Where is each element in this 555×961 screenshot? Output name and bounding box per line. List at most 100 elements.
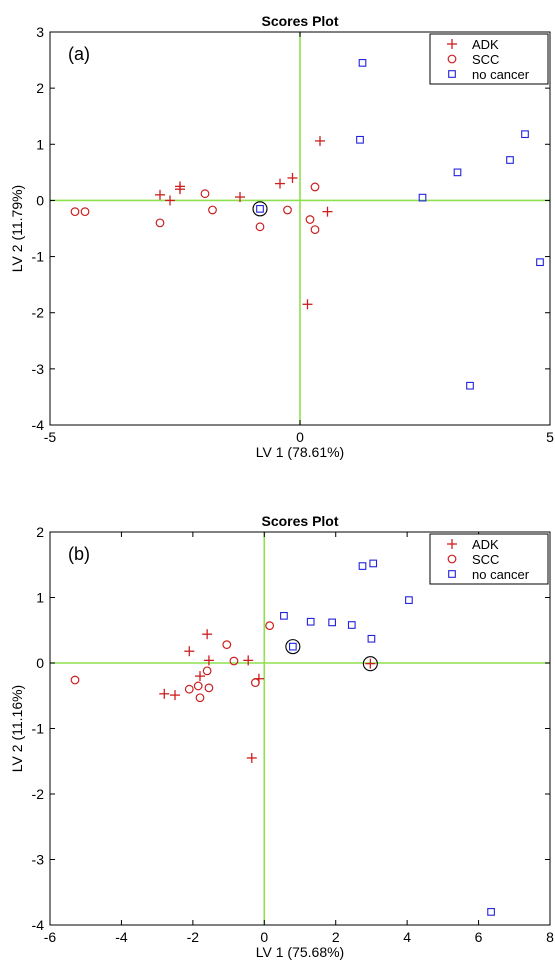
data-point (406, 597, 413, 604)
data-point (194, 682, 202, 690)
y-tick-label: 0 (36, 655, 44, 671)
panel-label: (b) (68, 544, 90, 564)
data-point (175, 181, 185, 191)
data-point (348, 622, 355, 629)
y-tick-label: -3 (32, 852, 45, 868)
data-point (155, 190, 165, 200)
data-point (329, 619, 336, 626)
y-tick-label: -2 (32, 305, 45, 321)
y-tick-label: -1 (32, 721, 45, 737)
x-tick-label: 0 (296, 429, 304, 445)
data-point (257, 206, 264, 213)
data-point (467, 382, 474, 389)
data-point (323, 207, 333, 217)
series-adk (159, 629, 375, 763)
y-axis-label: LV 2 (11.79%) (9, 185, 25, 272)
x-tick-label: 2 (332, 929, 340, 945)
y-axis-label: LV 2 (11.16%) (9, 685, 25, 772)
data-point (359, 60, 366, 67)
data-point (71, 676, 79, 684)
y-tick-label: 1 (36, 590, 44, 606)
data-point (537, 259, 544, 266)
x-axis-label: LV 1 (75.68%) (256, 944, 344, 960)
legend-label: no cancer (472, 67, 530, 82)
x-tick-label: 8 (546, 929, 554, 945)
y-tick-label: 2 (36, 524, 44, 540)
data-point (311, 183, 319, 191)
data-point (247, 753, 257, 763)
data-point (202, 629, 212, 639)
data-point (290, 643, 297, 650)
y-tick-label: 0 (36, 192, 44, 208)
data-point (281, 613, 288, 620)
legend-label: ADK (472, 37, 499, 52)
x-tick-label: 6 (475, 929, 483, 945)
y-tick-label: -4 (32, 417, 45, 433)
data-point (201, 190, 209, 198)
x-tick-label: -2 (187, 929, 200, 945)
y-tick-label: 3 (36, 24, 44, 40)
x-tick-label: 4 (403, 929, 411, 945)
legend-label: SCC (472, 52, 499, 67)
data-point (243, 655, 253, 665)
series-adk (155, 136, 333, 309)
data-point (204, 655, 214, 665)
data-point (311, 226, 319, 234)
highlight-circle (253, 202, 267, 216)
chart-panel-a: Scores Plot -5 0 5 -4 -3 -2 -1 0 1 2 3 LV 1 (78.61%)… (9, 13, 554, 460)
legend-label: ADK (472, 537, 499, 552)
data-point (522, 131, 529, 138)
y-tick-label: 2 (36, 80, 44, 96)
data-point (223, 641, 231, 649)
data-point (288, 173, 298, 183)
data-point (159, 689, 169, 699)
data-point (315, 136, 325, 146)
x-axis-label: LV 1 (78.61%) (256, 444, 344, 460)
series-scc (71, 622, 273, 702)
highlight-circle (286, 640, 300, 654)
data-point (256, 223, 264, 231)
panel-label: (a) (68, 44, 90, 64)
data-point (303, 299, 313, 309)
data-point (196, 694, 204, 702)
data-point (488, 909, 495, 916)
data-point (359, 563, 366, 570)
data-point (275, 179, 285, 189)
data-point (184, 646, 194, 656)
data-point (357, 136, 364, 143)
x-tick-label: -4 (115, 929, 128, 945)
y-tick-label: -1 (32, 249, 45, 265)
data-point (203, 667, 211, 675)
x-tick-label: -5 (44, 429, 57, 445)
data-point (165, 195, 175, 205)
series-no-cancer (281, 560, 495, 915)
data-point (368, 635, 375, 642)
data-point (454, 169, 461, 176)
data-point (307, 618, 314, 625)
chart-title: Scores Plot (261, 513, 338, 529)
data-point (365, 659, 375, 669)
data-point (71, 208, 79, 216)
data-point (284, 206, 292, 214)
data-point (266, 622, 274, 630)
x-tick-label: 0 (260, 929, 268, 945)
x-tick-label: 5 (546, 429, 554, 445)
chart-title: Scores Plot (261, 13, 338, 29)
data-point (156, 219, 164, 227)
data-point (209, 206, 217, 214)
legend-label: SCC (472, 552, 499, 567)
legend-label: no cancer (472, 567, 530, 582)
data-point (252, 679, 260, 687)
plot-frame (50, 532, 550, 925)
y-tick-label: -4 (32, 917, 45, 933)
data-point (306, 216, 314, 224)
data-point (507, 157, 514, 164)
series-scc (71, 183, 319, 233)
y-tick-label: 1 (36, 136, 44, 152)
data-point (370, 560, 377, 567)
data-point (81, 208, 89, 216)
